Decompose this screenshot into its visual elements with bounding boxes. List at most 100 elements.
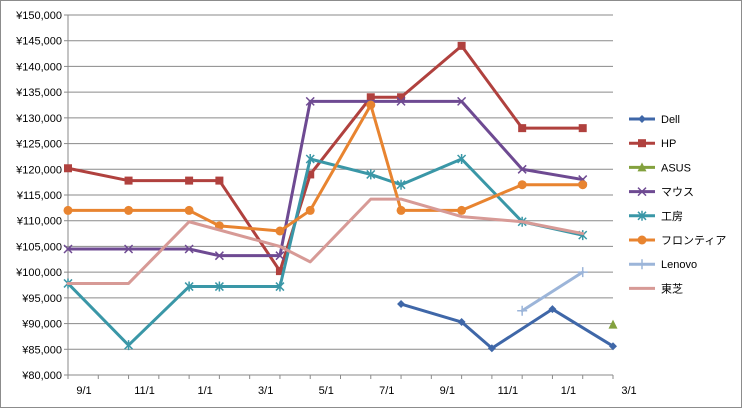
data-point [396, 179, 406, 190]
data-point [517, 180, 527, 190]
data-point [275, 226, 285, 236]
legend-entry: ASUS [629, 162, 691, 174]
series-東芝 [66, 197, 585, 285]
data-point [457, 318, 466, 327]
data-point [517, 305, 528, 316]
data-point [305, 96, 315, 106]
data-point [457, 96, 467, 106]
legend-label: フロンティア [661, 235, 726, 247]
data-point [608, 319, 618, 329]
data-point [64, 164, 72, 173]
data-point [548, 305, 557, 314]
gridlines [68, 14, 613, 376]
y-tick-label: ¥120,000 [15, 164, 62, 176]
y-tick-label: ¥125,000 [15, 139, 62, 151]
series-HP [64, 41, 587, 276]
data-point [305, 154, 315, 164]
series-ASUS [608, 319, 618, 329]
data-point [124, 205, 134, 215]
y-tick-label: ¥105,000 [15, 241, 62, 253]
y-tick-label: ¥95,000 [21, 293, 62, 305]
data-point [638, 139, 646, 148]
x-tick-label: 1/1 [561, 385, 576, 397]
data-point [397, 300, 406, 309]
series-Lenovo [517, 267, 588, 316]
legend-entry: 工房 [629, 210, 683, 223]
data-point [275, 267, 284, 276]
data-point [275, 251, 285, 261]
data-point [637, 259, 647, 270]
data-point [124, 176, 133, 185]
x-tick-label: 1/1 [197, 385, 212, 397]
x-tick-label: 5/1 [319, 385, 334, 397]
legend-entry: HP [629, 138, 676, 150]
y-tick-label: ¥85,000 [21, 344, 62, 356]
x-tick-label: 3/1 [621, 385, 636, 397]
data-point [184, 281, 194, 292]
legend-entry: マウス [629, 186, 694, 199]
data-point [457, 41, 466, 50]
data-point [306, 170, 315, 179]
data-point [637, 235, 647, 245]
data-point [124, 244, 134, 254]
data-point [184, 205, 194, 215]
legend-label: Lenovo [661, 259, 697, 271]
legend-label: マウス [661, 186, 694, 199]
data-point [185, 176, 194, 185]
legend-entry: フロンティア [629, 235, 726, 247]
data-point [215, 176, 224, 185]
series-マウス [63, 96, 588, 261]
y-tick-label: ¥150,000 [15, 10, 62, 22]
y-tick-label: ¥110,000 [16, 216, 62, 228]
legend-entry: Dell [629, 114, 680, 126]
x-tick-label: 11/1 [498, 385, 519, 397]
data-point [457, 154, 467, 164]
data-point [124, 340, 134, 351]
data-point [366, 93, 375, 102]
data-point [517, 164, 527, 174]
legend-label: 工房 [661, 210, 683, 223]
data-point [577, 267, 588, 278]
series-工房 [63, 154, 588, 351]
data-point [637, 210, 647, 221]
data-point [487, 344, 496, 353]
legend-label: HP [661, 138, 676, 150]
y-tick-label: ¥90,000 [21, 319, 62, 331]
data-point [366, 100, 376, 110]
y-tick-label: ¥135,000 [15, 87, 62, 99]
y-tick-label: ¥100,000 [15, 267, 62, 279]
data-point [275, 281, 285, 292]
data-point [63, 244, 73, 254]
data-point [366, 169, 376, 180]
data-point [305, 205, 315, 215]
data-point [637, 187, 647, 197]
legend-entry: Lenovo [629, 259, 697, 271]
series-フロンティア [63, 100, 588, 236]
legend-label: Dell [661, 114, 680, 126]
data-point [637, 162, 647, 172]
data-point [63, 205, 73, 215]
data-point [638, 115, 646, 123]
data-point [457, 205, 467, 215]
data-point [518, 124, 527, 133]
series-line [66, 197, 585, 285]
data-point [184, 244, 194, 254]
data-point [214, 281, 224, 292]
y-tick-label: ¥145,000 [15, 36, 62, 48]
x-tick-label: 9/1 [440, 385, 455, 397]
data-point [609, 342, 617, 351]
data-point [578, 180, 588, 190]
series-lines [63, 41, 618, 353]
y-tick-label: ¥80,000 [21, 370, 62, 382]
axes: ¥80,000 ¥85,000 ¥90,000 ¥95,000 ¥100,000 ¥105… [15, 10, 637, 397]
y-tick-label: ¥140,000 [15, 61, 62, 73]
y-tick-label: ¥130,000 [15, 113, 62, 125]
data-point [396, 96, 406, 106]
series-line [520, 270, 585, 313]
series-Dell [397, 300, 617, 353]
x-tick-label: 3/1 [258, 385, 273, 397]
legend-label: ASUS [661, 162, 691, 174]
